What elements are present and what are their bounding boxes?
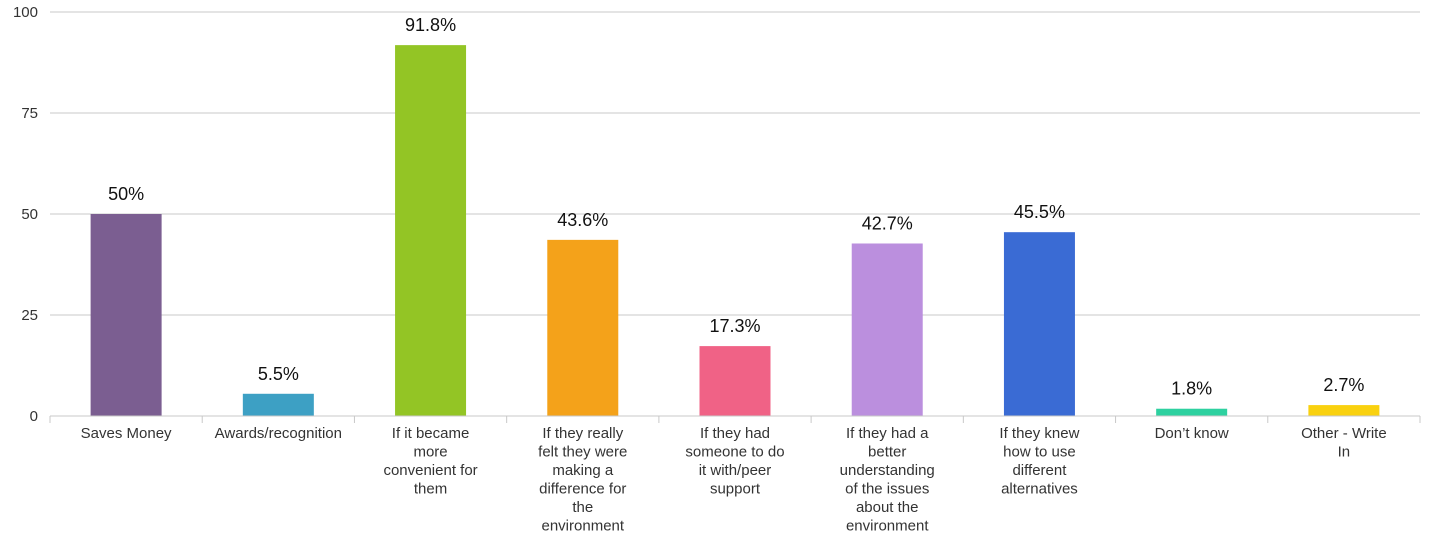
x-tick-label-line: Don’t know	[1155, 425, 1229, 442]
x-tick-label-7: If they knew how to use different alternati…	[999, 425, 1079, 498]
y-tick-label-75: 75	[21, 105, 38, 122]
x-tick-label-5: If they had someone to do it with/peer supp…	[685, 425, 784, 498]
data-label-2: 5.5%	[258, 364, 299, 384]
x-tick-label-line: If they knew	[999, 425, 1079, 442]
x-tick-label-line: difference for	[539, 481, 626, 498]
x-tick-label-line: If they had a	[846, 425, 929, 442]
data-label-7: 45.5%	[1014, 202, 1065, 222]
bar-7	[1003, 232, 1075, 416]
x-tick-label-line: someone to do	[685, 444, 784, 461]
x-tick-label-8: Don’t know	[1155, 425, 1229, 442]
x-tick-label-6: If they had a better understanding of the i…	[840, 425, 935, 535]
y-tick-label-100: 100	[13, 4, 38, 21]
x-tick-label-line: felt they were	[538, 444, 627, 461]
data-labels: 50% 5.5% 91.8% 43.6% 17.3% 42.7% 45.5% 1.8% 2.7%	[108, 15, 1364, 399]
x-axis-tick-labels: Saves Money Awards/recognition If it becam…	[81, 425, 1387, 535]
x-tick-label-line: making a	[552, 462, 614, 479]
x-tick-label-line: If they had	[700, 425, 770, 442]
x-tick-label-line: support	[710, 481, 761, 498]
x-tick-label-line: alternatives	[1001, 481, 1078, 498]
bar-8	[1156, 408, 1228, 416]
x-tick-label-1: Saves Money	[81, 425, 172, 442]
x-tick-label-line: them	[414, 481, 447, 498]
data-label-6: 42.7%	[862, 213, 913, 233]
bar-4	[547, 239, 619, 416]
x-tick-label-line: different	[1012, 462, 1067, 479]
x-tick-label-4: If they really felt they were making a diff…	[538, 425, 627, 535]
bar-3	[395, 45, 467, 417]
bar-6	[851, 243, 923, 416]
x-tick-label-line: better	[868, 444, 906, 461]
x-tick-label-line: more	[413, 444, 447, 461]
grid-lines	[50, 11, 1420, 316]
x-tick-label-line: Other - Write	[1301, 425, 1387, 442]
x-tick-label-line: Saves Money	[81, 425, 172, 442]
data-label-1: 50%	[108, 184, 144, 204]
x-tick-label-line: convenient for	[383, 462, 477, 479]
x-tick-label-9: Other - Write In	[1301, 425, 1387, 461]
bars	[90, 45, 1380, 417]
x-tick-label-line: If they really	[542, 425, 623, 442]
y-axis-tick-labels: 0 25 50 75 100	[13, 4, 38, 425]
data-label-3: 91.8%	[405, 15, 456, 35]
x-tick-label-line: environment	[542, 518, 625, 535]
data-label-8: 1.8%	[1171, 379, 1212, 399]
x-tick-label-line: understanding	[840, 462, 935, 479]
x-tick-label-3: If it became more convenient for them	[383, 425, 477, 498]
bar-2	[242, 393, 314, 416]
data-label-5: 17.3%	[709, 316, 760, 336]
bar-1	[90, 214, 162, 416]
data-label-4: 43.6%	[557, 210, 608, 230]
x-tick-label-line: the	[572, 499, 593, 516]
bar-5	[699, 346, 771, 416]
x-tick-label-line: If it became	[392, 425, 470, 442]
x-tick-label-line: of the issues	[845, 481, 929, 498]
x-tick-label-line: it with/peer	[699, 462, 772, 479]
x-tick-label-line: about the	[856, 499, 919, 516]
x-tick-label-line: In	[1338, 444, 1351, 461]
x-tick-label-line: Awards/recognition	[215, 425, 342, 442]
x-tick-label-2: Awards/recognition	[215, 425, 342, 442]
y-tick-label-0: 0	[30, 408, 38, 425]
y-tick-label-25: 25	[21, 307, 38, 324]
x-axis	[49, 415, 1421, 423]
bar-9	[1308, 405, 1380, 416]
data-label-9: 2.7%	[1323, 375, 1364, 395]
x-tick-label-line: environment	[846, 518, 929, 535]
y-tick-label-50: 50	[21, 206, 38, 223]
x-tick-label-line: how to use	[1003, 444, 1076, 461]
